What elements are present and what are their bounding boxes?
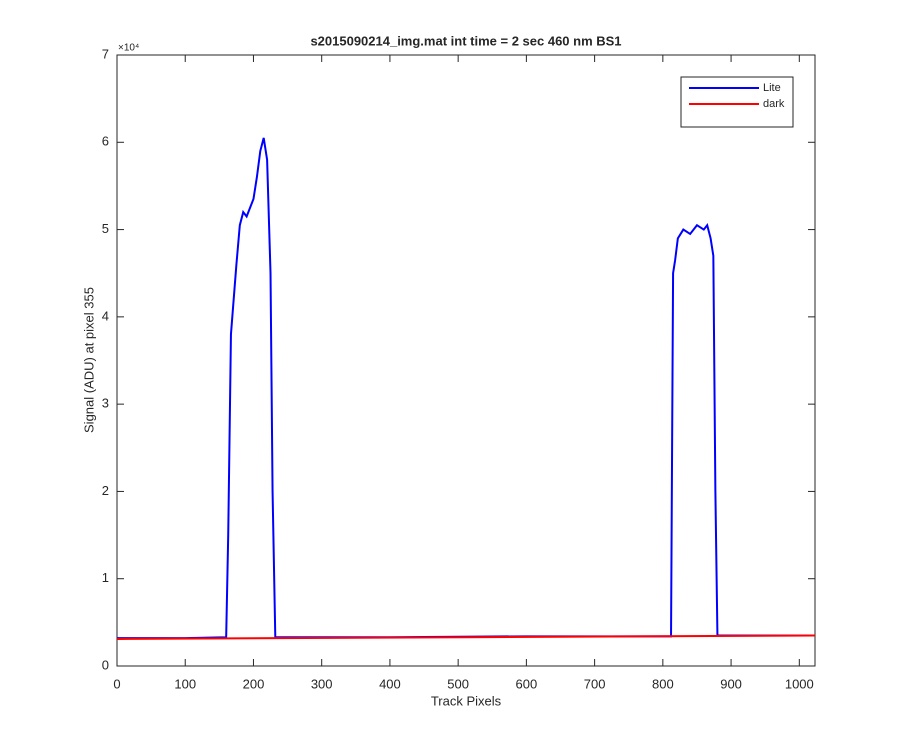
- x-tick-label: 100: [174, 676, 196, 691]
- y-tick-label: 2: [102, 483, 109, 498]
- y-tick-label: 6: [102, 134, 109, 149]
- legend-label: Lite: [763, 82, 781, 94]
- chart-title: s2015090214_img.mat int time = 2 sec 460…: [310, 33, 621, 48]
- x-tick-label: 700: [584, 676, 606, 691]
- x-tick-label: 0: [113, 676, 120, 691]
- x-axis-label: Track Pixels: [431, 693, 502, 708]
- x-tick-label: 300: [311, 676, 333, 691]
- y-tick-label: 1: [102, 570, 109, 585]
- y-tick-label: 3: [102, 396, 109, 411]
- x-tick-label: 800: [652, 676, 674, 691]
- y-tick-label: 4: [102, 308, 109, 323]
- plot-area: [116, 54, 816, 667]
- x-tick-label: 400: [379, 676, 401, 691]
- x-tick-label: 200: [243, 676, 265, 691]
- data-line: [117, 137, 815, 640]
- legend-label: dark: [763, 98, 785, 110]
- data-line: [116, 634, 816, 640]
- y-tick-label: 5: [102, 221, 109, 236]
- x-tick-label: 1000: [785, 676, 814, 691]
- y-axis-label: Signal (ADU) at pixel 355: [81, 287, 96, 433]
- y-exponent-label: ×10⁴: [118, 43, 139, 54]
- x-tick-label: 600: [516, 676, 538, 691]
- y-tick-label: 0: [102, 657, 109, 672]
- y-tick-label: 7: [102, 46, 109, 61]
- legend-box: [680, 76, 794, 128]
- x-tick-label: 500: [447, 676, 469, 691]
- x-tick-label: 900: [720, 676, 742, 691]
